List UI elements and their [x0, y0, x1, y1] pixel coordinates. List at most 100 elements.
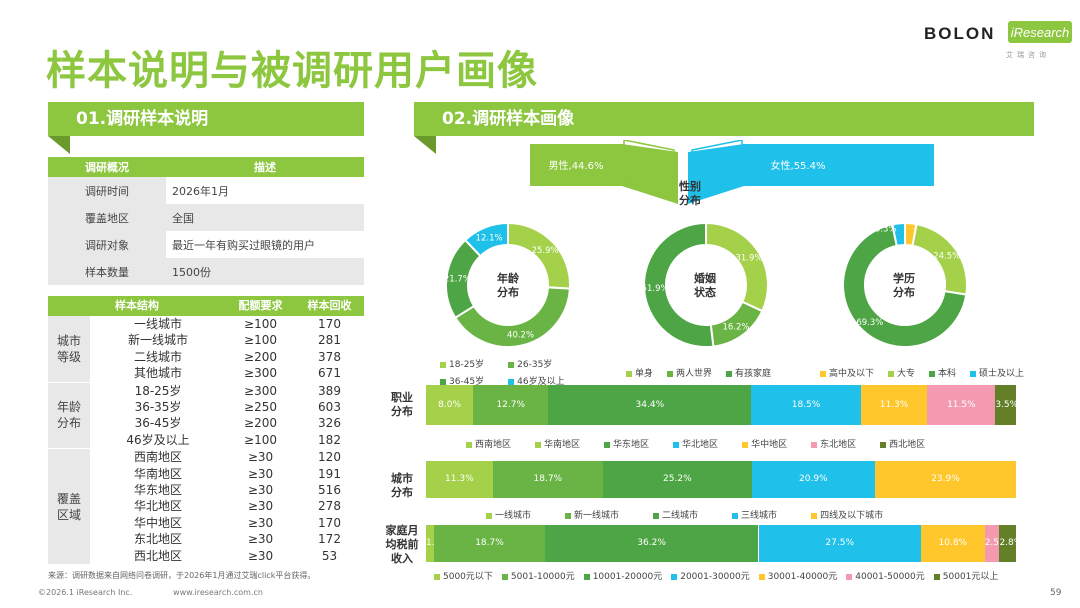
- sample-cell-count: 389: [318, 383, 341, 398]
- occupation-segment: 18.5%: [751, 385, 861, 425]
- sample-cell-count: 671: [318, 366, 341, 381]
- sample-cell-quota: ≥100: [244, 333, 277, 348]
- source-note: 来源：调研数据来自网络问卷调研，于2026年1月通过艾瑞click平台获得。: [48, 571, 316, 580]
- overview-header-1: 调研概况: [48, 157, 166, 177]
- legend-item: 四线及以下城市: [811, 508, 883, 521]
- sample-cell-name: 二线城市: [133, 349, 182, 364]
- income-segment: 36.2%: [544, 525, 759, 562]
- income-segment: 27.5%: [758, 525, 921, 562]
- legend-item: 有孩家庭: [726, 366, 771, 379]
- sample-cell-name: 新一线城市: [127, 333, 188, 348]
- legend-item: 一线城市: [486, 508, 531, 521]
- age-value-label: 12.1%: [476, 234, 503, 244]
- sample-cell-name: 一线城市: [133, 317, 182, 331]
- occupation-segment: 11.5%: [927, 385, 996, 425]
- legend-item: 36-45岁: [440, 374, 484, 387]
- legend-item: 三线城市: [732, 508, 777, 521]
- legend-item: 50001元以上: [933, 569, 998, 582]
- overview-value: 1500份: [166, 258, 364, 285]
- sample-header-1: 样本结构: [48, 296, 226, 316]
- region-segment: 23.9%: [874, 461, 1016, 498]
- sample-cell-name: 西南地区: [133, 450, 182, 465]
- education-slice: [891, 221, 906, 248]
- sample-cell-name: 西北地区: [133, 548, 182, 563]
- income-segment: 18.7%: [434, 525, 545, 562]
- sample-cell-count: 182: [318, 432, 341, 447]
- sample-cell-name: 华东地区: [133, 482, 182, 497]
- region-segment: 18.7%: [492, 461, 603, 498]
- legend-item: 单身: [626, 366, 653, 379]
- overview-value: 2026年1月: [172, 184, 229, 198]
- sample-group-label: 年龄 分布: [48, 382, 90, 449]
- overview-label: 调研时间: [48, 177, 166, 204]
- sample-cell-name: 东北地区: [133, 532, 182, 547]
- legend-item: 10001-20000元: [583, 569, 662, 582]
- sample-row: 新一线城市 ≥100 281: [90, 332, 364, 348]
- sample-cell-count: 172: [318, 532, 341, 547]
- sample-row: 西南地区 ≥30 120: [90, 449, 364, 465]
- age-value-label: 21.7%: [444, 275, 471, 285]
- sample-cell-name: 36-45岁: [134, 416, 182, 431]
- age-value-label: 40.2%: [507, 330, 534, 340]
- page-number: 59: [1050, 588, 1062, 598]
- education-title: 学历 分布: [893, 272, 915, 299]
- age-slice: [463, 221, 509, 258]
- education-value-label: 3.3%: [875, 224, 897, 234]
- sample-cell-quota: ≥30: [247, 548, 274, 563]
- region-segment: 20.9%: [751, 461, 875, 498]
- sample-cell-name: 36-35岁: [134, 399, 182, 414]
- sample-row: 华中地区 ≥30 170: [90, 515, 364, 531]
- gender-page-male: [622, 144, 678, 204]
- education-legend: 高中及以下 大专 本科 硕士及以上: [820, 366, 1024, 379]
- occupation-segment: 12.7%: [473, 385, 549, 425]
- legend-item: 46岁及以上: [508, 374, 565, 387]
- overview-value: 全国: [166, 204, 364, 231]
- legend-item: 高中及以下: [820, 366, 874, 379]
- sample-row: 西北地区 ≥30 53: [90, 548, 364, 564]
- sample-cell-count: 278: [318, 499, 341, 514]
- income-bar: 1.4%18.7%36.2%27.5%10.8%2.5%2.8%: [426, 525, 1016, 562]
- sample-cell-quota: ≥300: [244, 366, 277, 381]
- sample-cell-count: 281: [318, 333, 341, 348]
- sample-row: 二线城市 ≥200 378: [90, 349, 364, 365]
- occupation-segment: 34.4%: [548, 385, 752, 425]
- overview-label: 覆盖地区: [48, 204, 166, 231]
- legend-item: 华中地区: [742, 437, 787, 450]
- marriage-value-label: 16.2%: [722, 322, 749, 332]
- section1-banner: 01.调研样本说明: [48, 102, 364, 136]
- city-tier-legend: 一线城市 新一线城市 二线城市 三线城市 四线及以下城市: [486, 508, 883, 521]
- age-value-label: 25.9%: [532, 246, 559, 256]
- section2-fold: [414, 136, 436, 154]
- sample-cell-count: 516: [318, 482, 341, 497]
- legend-item: 西南地区: [466, 437, 511, 450]
- sample-row: 36-35岁 ≥250 603: [90, 399, 364, 415]
- overview-header-2: 描述: [166, 157, 364, 177]
- region-segment: 11.3%: [426, 461, 493, 498]
- sample-cell-quota: ≥30: [247, 515, 274, 530]
- region-segment: 25.2%: [603, 461, 752, 498]
- sample-cell-quota: ≥30: [247, 532, 274, 547]
- occupation-title: 职业 分布: [391, 391, 413, 418]
- overview-label: 样本数量: [48, 258, 166, 285]
- legend-item: 本科: [929, 366, 956, 379]
- sample-cell-quota: ≥200: [244, 416, 277, 431]
- sample-cell-quota: ≥30: [247, 466, 274, 481]
- gender-bar-female: [744, 144, 934, 186]
- sample-table: 样本结构 配额要求 样本回收 城市 等级 一线城市 ≥100 170 新一线城市 ≥100…: [48, 296, 364, 565]
- sample-cell-name: 华中地区: [133, 515, 182, 530]
- overview-value: 最近一年有购买过眼镜的用户: [172, 238, 315, 252]
- sample-row: 东北地区 ≥30 172: [90, 531, 364, 547]
- section2-banner: 02.调研样本画像: [414, 102, 1034, 136]
- donut-charts: 25.9%40.2%21.7%12.1%31.9%16.2%51.9%3.0%2…: [444, 221, 968, 348]
- iresearch-logo: iResearch: [1008, 21, 1072, 43]
- sample-row: 18-25岁 ≥300 389: [90, 383, 364, 399]
- income-segment: 1.4%: [426, 525, 435, 562]
- sample-cell-count: 603: [318, 399, 341, 414]
- gender-page-female: [688, 144, 744, 204]
- sample-cell-quota: ≥300: [244, 383, 277, 398]
- sample-row: 华北地区 ≥30 278: [90, 498, 364, 514]
- sample-cell-count: 326: [318, 416, 341, 431]
- sample-header-2: 配额要求: [226, 296, 295, 316]
- section1-fold: [48, 136, 70, 154]
- marriage-value-label: 51.9%: [642, 284, 669, 294]
